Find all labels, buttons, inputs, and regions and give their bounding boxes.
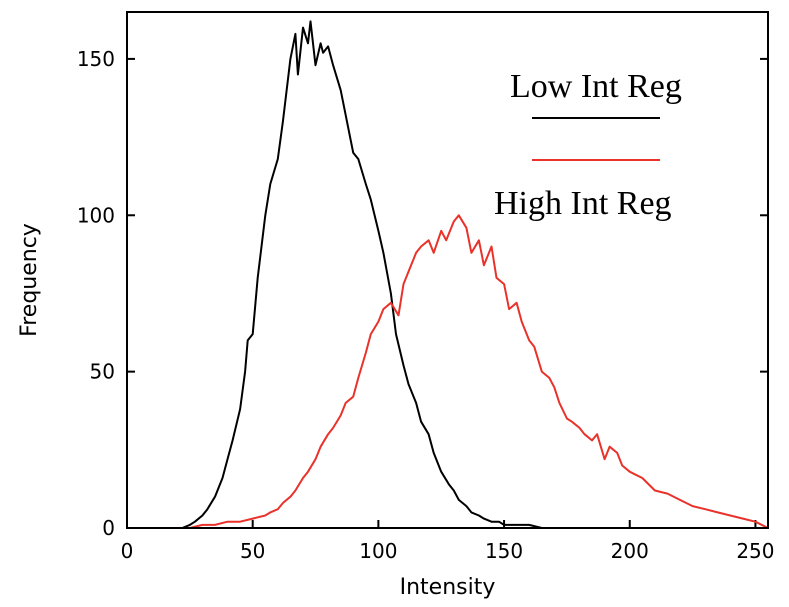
x-tick-label: 0 xyxy=(121,539,134,563)
legend-label-high-int-reg: High Int Reg xyxy=(494,185,672,222)
series-line-high-int-reg xyxy=(127,214,769,529)
y-axis-label: Frequency xyxy=(17,223,42,337)
y-tick-label: 150 xyxy=(77,47,115,71)
x-tick-label: 200 xyxy=(611,539,649,563)
y-axis-ticks: 0 50 100 150 xyxy=(77,47,768,540)
x-tick-label: 150 xyxy=(485,539,523,563)
x-axis-ticks: 0 50 100 150 200 250 xyxy=(121,520,775,563)
x-tick-label: 250 xyxy=(736,539,774,563)
x-axis-label: Intensity xyxy=(400,575,496,600)
y-tick-label: 50 xyxy=(90,360,115,384)
series-line-low-int-reg xyxy=(127,20,618,529)
series-layer xyxy=(127,20,769,529)
y-tick-label: 100 xyxy=(77,203,115,227)
y-tick-label: 0 xyxy=(102,516,115,540)
legend: Low Int Reg High Int Reg xyxy=(494,68,682,222)
x-tick-label: 50 xyxy=(240,539,265,563)
x-tick-label: 100 xyxy=(359,539,397,563)
plot-frame xyxy=(126,11,769,529)
legend-label-low-int-reg: Low Int Reg xyxy=(510,68,682,105)
